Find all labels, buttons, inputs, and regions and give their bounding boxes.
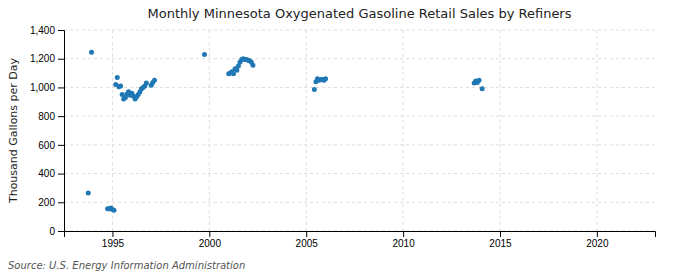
point (111, 208, 116, 213)
y-axis: 0 200 400 600 800 1,000 1,200 1,400 (30, 25, 65, 237)
tick-mark (58, 116, 64, 117)
point (89, 50, 94, 55)
axis-line (58, 31, 65, 232)
tick-label: 1995 (102, 238, 125, 249)
tick: 2015 (489, 231, 512, 249)
tick-label: 1,400 (30, 25, 55, 36)
point (144, 81, 149, 86)
grid (64, 30, 655, 231)
point (152, 78, 157, 83)
tick-mark (58, 202, 64, 203)
point (234, 68, 239, 73)
tick-mark (58, 231, 64, 232)
point (115, 75, 120, 80)
tick-mark (306, 231, 307, 237)
point (312, 87, 317, 92)
tick-label: 2015 (489, 238, 512, 249)
axis-line (65, 232, 656, 238)
grid-line (64, 116, 655, 117)
tick: 400 (38, 168, 64, 179)
tick: 2005 (296, 231, 319, 249)
tick-mark (403, 231, 404, 237)
tick-label: 2000 (199, 238, 222, 249)
tick: 600 (38, 140, 64, 151)
tick-mark (58, 174, 64, 175)
point (86, 190, 91, 195)
source-note: Source: U.S. Energy Information Administ… (8, 260, 245, 271)
tick: 0 (49, 226, 64, 237)
chart: 1995 2000 2005 2010 2015 2020 0 200 400 600 800 1,0… (0, 0, 675, 275)
tick-label: 2010 (392, 238, 415, 249)
tick: 1995 (102, 231, 125, 249)
tick-mark (209, 231, 210, 237)
point (118, 83, 123, 88)
title: Monthly Minnesota Oxygenated Gasoline Re… (148, 6, 572, 21)
tick: 1,000 (30, 82, 64, 93)
plot-area: 1995 2000 2005 2010 2015 2020 0 200 400 600 800 1,0… (30, 25, 656, 249)
tick-mark (597, 231, 598, 237)
tick-mark (58, 59, 64, 60)
point (477, 78, 482, 83)
tick: 1,400 (30, 25, 64, 36)
tick-label: 200 (38, 197, 55, 208)
grid-line (499, 30, 500, 231)
grid-line (403, 30, 404, 231)
point (202, 52, 207, 57)
grid-line (64, 30, 655, 31)
tick-label: 400 (38, 168, 55, 179)
tick: 2010 (392, 231, 415, 249)
tick-mark (112, 231, 113, 237)
tick-label: 1,200 (30, 53, 55, 64)
grid-line (64, 202, 655, 203)
tick-mark (58, 145, 64, 146)
grid-line (306, 30, 307, 231)
point (480, 86, 485, 91)
tick: 2000 (199, 231, 222, 249)
tick-label: 800 (38, 111, 55, 122)
tick-label: 2020 (586, 238, 609, 249)
tick: 200 (38, 197, 64, 208)
tick-label: 0 (49, 226, 55, 237)
grid-line (64, 173, 655, 174)
tick: 1,200 (30, 53, 64, 64)
grid-line (64, 144, 655, 145)
marks (86, 50, 485, 213)
tick-mark (58, 87, 64, 88)
grid-line (64, 58, 655, 59)
point (323, 76, 328, 81)
tick-label: 1,000 (30, 82, 55, 93)
tick: 2020 (586, 231, 609, 249)
grid-line (209, 30, 210, 231)
y-axis-title: Thousand Gallons per Day (7, 57, 20, 204)
tick-mark (58, 30, 64, 31)
tick-mark (500, 231, 501, 237)
point (250, 63, 255, 68)
grid-line (596, 30, 597, 231)
x-axis: 1995 2000 2005 2010 2015 2020 (65, 231, 656, 249)
grid-line (112, 30, 113, 231)
tick-label: 600 (38, 140, 55, 151)
tick-label: 2005 (296, 238, 319, 249)
tick: 800 (38, 111, 64, 122)
